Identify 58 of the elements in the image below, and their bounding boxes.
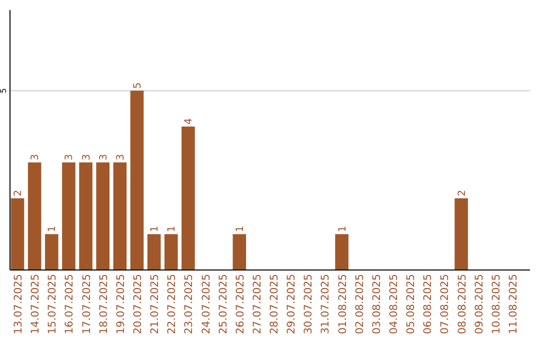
data-label: 3: [115, 154, 126, 160]
x-tick-label: 03.08.2025: [370, 274, 383, 334]
data-label: 3: [30, 154, 42, 160]
x-tick-label: 19.07.2025: [114, 274, 127, 334]
bar: [10, 198, 24, 270]
x-tick-label: 05.08.2025: [405, 274, 418, 334]
x-tick-label: 22.07.2025: [166, 274, 178, 334]
bar: [232, 234, 246, 270]
x-tick-label: 23.07.2025: [183, 274, 196, 334]
data-label: 1: [337, 226, 348, 232]
bar: [164, 234, 178, 270]
data-label: 1: [47, 226, 58, 232]
x-tick-label: 30.07.2025: [302, 274, 315, 334]
x-tick-label: 15.07.2025: [46, 274, 59, 334]
x-tick-label: 18.07.2025: [98, 274, 110, 334]
bar: [113, 162, 127, 270]
x-tick-label: 27.07.2025: [251, 274, 264, 334]
x-tick-label: 20.07.2025: [132, 274, 144, 334]
data-label: 1: [234, 226, 246, 232]
x-tick-label: 09.08.2025: [473, 274, 486, 334]
x-tick-label: 02.08.2025: [354, 274, 366, 334]
x-tick-label: 01.08.2025: [336, 274, 349, 334]
data-label: 3: [98, 154, 110, 160]
x-tick-label: 24.07.2025: [200, 274, 212, 334]
data-label: 1: [150, 226, 161, 232]
x-tick-label: 29.07.2025: [286, 274, 298, 334]
bar: [96, 162, 110, 270]
bar: [130, 90, 144, 270]
bar: [62, 162, 76, 270]
bar: [454, 198, 468, 270]
x-tick-label: 21.07.2025: [149, 274, 162, 334]
bar: [182, 126, 195, 270]
data-label: 1: [166, 226, 178, 232]
x-tick-label: 06.08.2025: [422, 274, 434, 334]
x-tick-label: 07.08.2025: [439, 274, 452, 334]
data-label: 2: [13, 190, 24, 196]
bar: [28, 162, 42, 270]
bar: [79, 162, 92, 270]
data-label: 5: [132, 82, 144, 89]
data-label: 3: [64, 154, 76, 160]
x-tick-label: 17.07.2025: [80, 274, 93, 334]
x-tick-label: 08.08.2025: [456, 274, 468, 334]
x-tick-label: 11.08.2025: [507, 274, 520, 334]
x-tick-label: 10.08.2025: [490, 274, 502, 334]
x-tick-label: 25.07.2025: [217, 274, 230, 334]
x-tick-label: 04.08.2025: [388, 274, 400, 334]
x-tick-label: 14.07.2025: [30, 274, 42, 334]
bar: [147, 234, 161, 270]
data-label: 2: [456, 190, 468, 196]
x-tick-label: 28.07.2025: [268, 274, 281, 334]
data-label: 4: [184, 118, 195, 125]
data-label: 3: [81, 154, 92, 160]
x-tick-label: 13.07.2025: [12, 274, 25, 334]
x-tick-label: 31.07.2025: [320, 274, 332, 334]
x-tick-label: 26.07.2025: [234, 274, 246, 334]
x-tick-label: 16.07.2025: [64, 274, 76, 334]
bar: [44, 234, 58, 270]
bar: [335, 234, 348, 270]
